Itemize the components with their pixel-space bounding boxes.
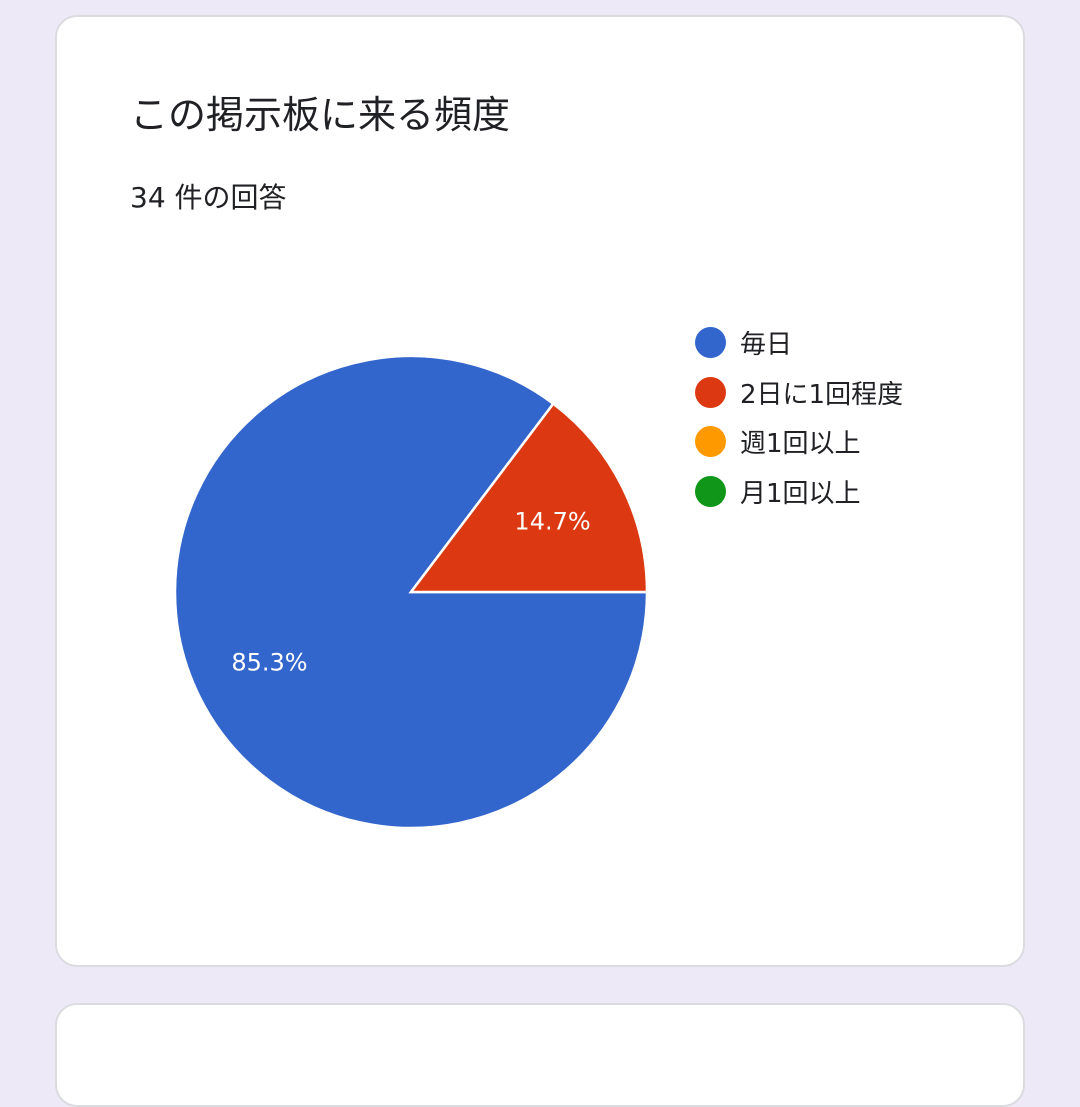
legend-label: 週1回以上: [740, 429, 861, 460]
legend-swatch: [695, 426, 726, 458]
pie-slice: [408, 401, 649, 594]
legend-item: 毎日: [695, 318, 903, 368]
legend-label: 毎日: [740, 330, 793, 361]
chart-legend: 毎日 2日に1回程度 週1回以上 月1回以上: [695, 318, 903, 516]
legend-item: 週1回以上: [695, 417, 903, 467]
response-count: 34 件の回答: [130, 181, 287, 214]
legend-item: 月1回以上: [695, 467, 903, 517]
slice-data-label: 85.3%: [231, 648, 307, 676]
slice-data-label: 14.7%: [514, 508, 590, 536]
legend-label: 2日に1回程度: [740, 379, 904, 410]
next-question-card: [55, 1003, 1025, 1107]
legend-item: 2日に1回程度: [695, 368, 903, 418]
legend-swatch: [695, 376, 726, 408]
legend-swatch: [695, 475, 726, 507]
legend-label: 月1回以上: [740, 478, 861, 509]
question-title: この掲示板に来る頻度: [130, 93, 511, 137]
legend-swatch: [695, 327, 726, 359]
pie-chart: 85.3% 14.7%: [173, 354, 649, 830]
